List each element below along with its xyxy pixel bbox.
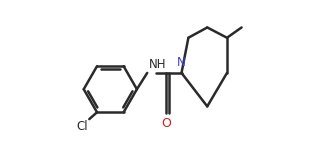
Text: NH: NH: [149, 58, 167, 71]
Text: O: O: [161, 117, 171, 130]
Text: N: N: [177, 56, 186, 69]
Text: Cl: Cl: [76, 120, 88, 133]
